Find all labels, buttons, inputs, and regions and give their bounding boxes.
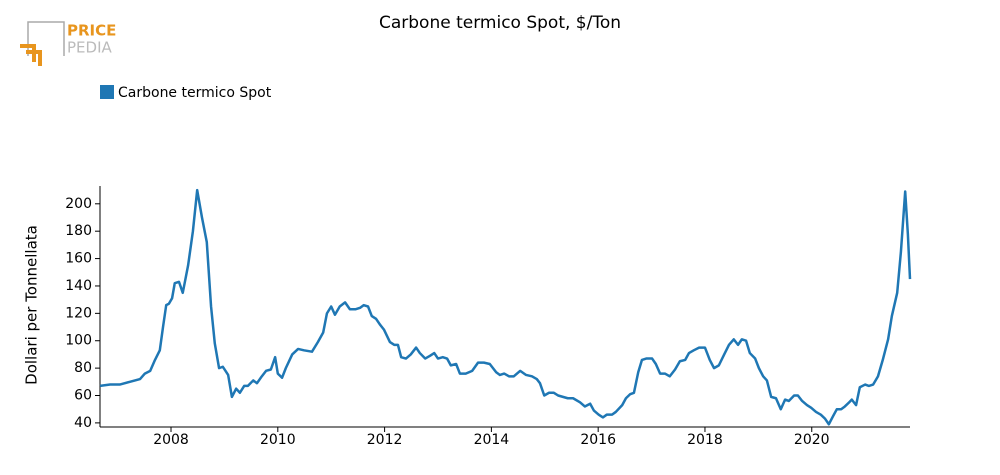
- x-tick-label: 2018: [687, 432, 723, 448]
- x-tick-label: 2008: [153, 432, 189, 448]
- y-tick-label: 120: [65, 305, 92, 321]
- logo-text: PEDIA: [67, 39, 112, 57]
- y-tick-label: 40: [74, 415, 92, 431]
- y-tick-label: 180: [65, 223, 92, 239]
- y-tick-label: 140: [65, 278, 92, 294]
- x-tick-label: 2012: [367, 432, 403, 448]
- chart-title: Carbone termico Spot, $/Ton: [379, 13, 621, 33]
- x-tick-label: 2010: [260, 432, 296, 448]
- legend-swatch: [100, 85, 114, 99]
- x-tick-label: 2020: [794, 432, 830, 448]
- logo-icon: [20, 44, 42, 66]
- y-tick-label: 80: [74, 360, 92, 376]
- logo-text: PRICE: [67, 22, 116, 40]
- y-tick-label: 160: [65, 251, 92, 267]
- x-tick-label: 2016: [580, 432, 616, 448]
- legend-label: Carbone termico Spot: [118, 85, 272, 101]
- y-tick-label: 200: [65, 196, 92, 212]
- y-tick-label: 60: [74, 388, 92, 404]
- logo-frame: [27, 21, 65, 56]
- y-tick-label: 100: [65, 333, 92, 349]
- x-tick-label: 2014: [474, 432, 510, 448]
- line: [99, 188, 912, 426]
- y-axis-label: Dollari per Tonnellata: [23, 225, 41, 385]
- logo: PRICE PEDIA: [20, 21, 116, 66]
